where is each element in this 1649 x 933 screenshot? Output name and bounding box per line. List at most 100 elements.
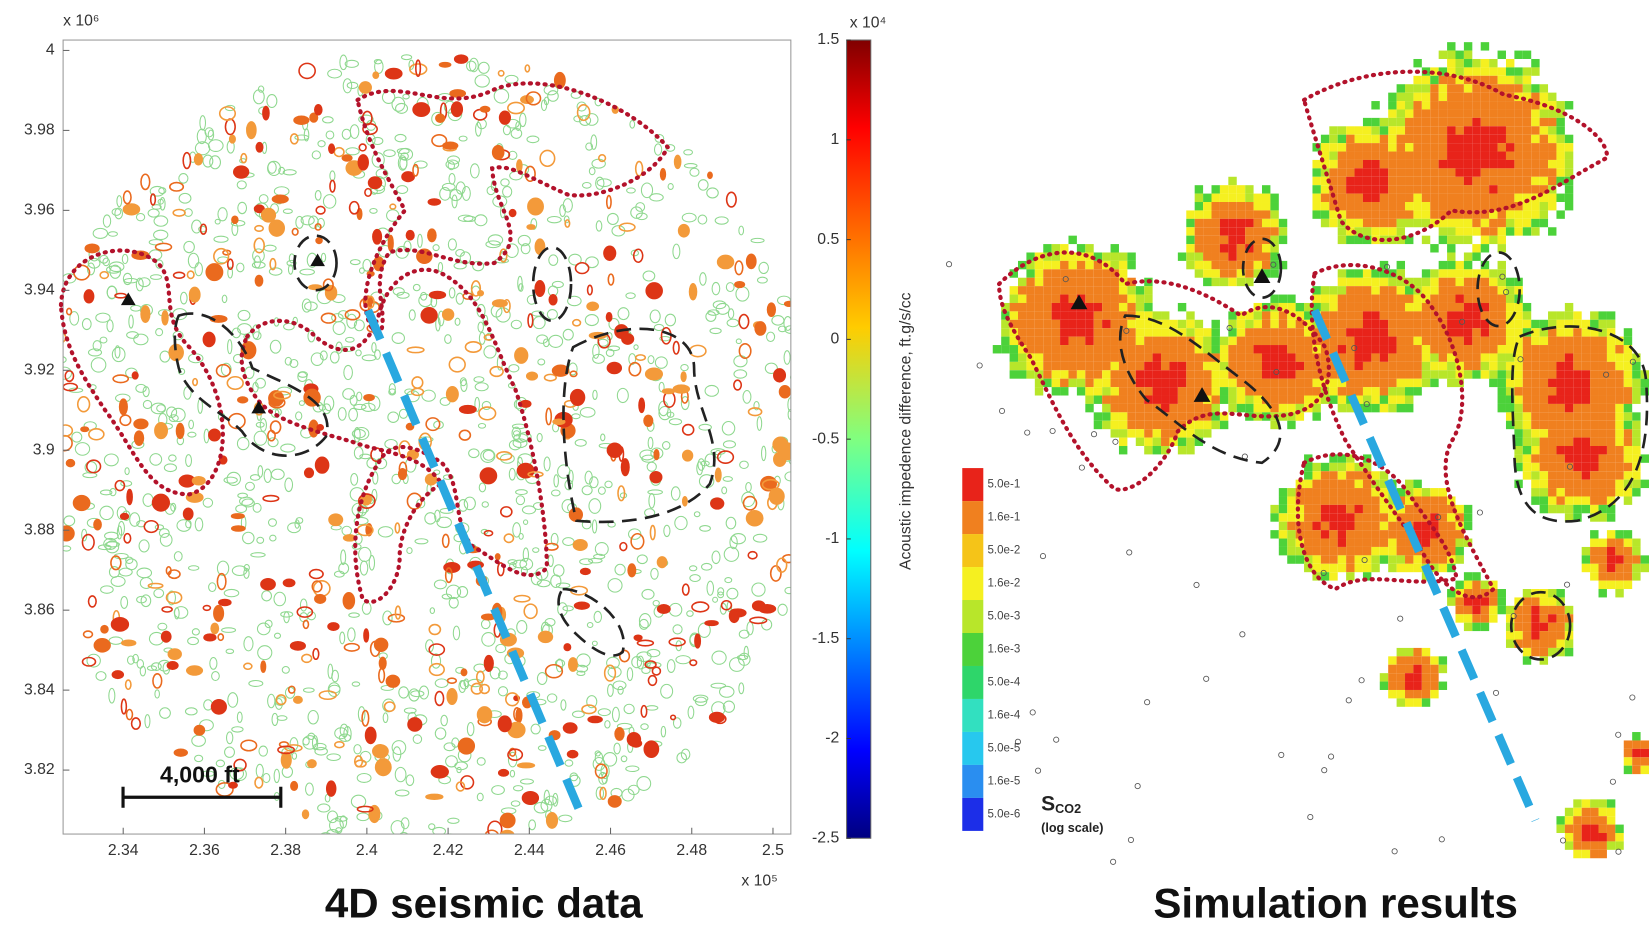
- cell: [1413, 160, 1421, 168]
- cell: [1540, 337, 1548, 345]
- anomaly: [134, 419, 148, 428]
- contour: [810, 538, 819, 543]
- contour: [727, 588, 738, 599]
- anomaly: [681, 372, 686, 381]
- cell: [1237, 387, 1245, 395]
- cell: [1498, 311, 1506, 319]
- anomaly: [121, 699, 126, 714]
- anomaly: [573, 320, 581, 326]
- cell: [1237, 345, 1245, 353]
- cell: [1514, 160, 1522, 168]
- anomaly: [373, 745, 388, 758]
- cell: [1321, 135, 1329, 143]
- cell: [1599, 850, 1607, 858]
- cell: [1119, 429, 1127, 437]
- cell: [1245, 185, 1253, 193]
- contour: [723, 441, 735, 448]
- grid-point: [1398, 616, 1403, 621]
- cell: [1481, 269, 1489, 277]
- cell: [1380, 547, 1388, 555]
- cell: [1565, 816, 1573, 824]
- cell: [1136, 345, 1144, 353]
- anomaly: [458, 738, 474, 754]
- anomaly: [315, 105, 322, 115]
- cell: [1447, 84, 1455, 92]
- cell: [1321, 480, 1329, 488]
- cell: [1590, 547, 1598, 555]
- cell: [1430, 76, 1438, 84]
- cell: [1346, 168, 1354, 176]
- anomaly: [498, 716, 511, 731]
- cell: [1388, 126, 1396, 134]
- cell: [1338, 194, 1346, 202]
- cell: [1565, 412, 1573, 420]
- cell: [1102, 353, 1110, 361]
- cell: [1085, 396, 1093, 404]
- cell: [1212, 337, 1220, 345]
- cell: [1489, 219, 1497, 227]
- cell: [1464, 118, 1472, 126]
- contour: [338, 408, 346, 421]
- cell: [1388, 387, 1396, 395]
- anomaly: [671, 715, 676, 719]
- cell: [1413, 219, 1421, 227]
- contour: [343, 389, 355, 400]
- cell: [1615, 488, 1623, 496]
- cell: [1439, 101, 1447, 109]
- cell: [1439, 505, 1447, 513]
- contour: [315, 191, 321, 201]
- cell: [1355, 278, 1363, 286]
- cell: [1422, 656, 1430, 664]
- cell: [1590, 412, 1598, 420]
- cell: [1523, 143, 1531, 151]
- cell: [1043, 345, 1051, 353]
- contour: [326, 131, 334, 139]
- x-multiplier: x 10⁵: [741, 873, 777, 890]
- cell: [1346, 496, 1354, 504]
- cell: [1489, 177, 1497, 185]
- anomaly: [321, 313, 335, 323]
- cell: [1506, 126, 1514, 134]
- cell: [1321, 219, 1329, 227]
- contour: [643, 271, 655, 281]
- cell: [1270, 320, 1278, 328]
- cell: [1035, 295, 1043, 303]
- contour: [283, 170, 296, 175]
- cell: [1018, 311, 1026, 319]
- cell: [1169, 404, 1177, 412]
- cell: [1119, 412, 1127, 420]
- cell: [1178, 353, 1186, 361]
- cell: [1068, 353, 1076, 361]
- cell: [1077, 311, 1085, 319]
- cell: [1430, 690, 1438, 698]
- cell: [1548, 421, 1556, 429]
- contour: [256, 764, 263, 777]
- cell: [1430, 84, 1438, 92]
- cell: [1355, 471, 1363, 479]
- cell: [1094, 337, 1102, 345]
- contour: [612, 707, 619, 722]
- contour: [209, 140, 224, 152]
- cell: [1338, 530, 1346, 538]
- cell: [1338, 286, 1346, 294]
- cell: [1371, 471, 1379, 479]
- cell: [1464, 252, 1472, 260]
- cell: [1279, 236, 1287, 244]
- cell: [1565, 387, 1573, 395]
- cell: [1068, 311, 1076, 319]
- cell: [1220, 278, 1228, 286]
- cell: [1312, 168, 1320, 176]
- cell: [1363, 311, 1371, 319]
- anomaly: [795, 540, 812, 545]
- contour: [435, 679, 448, 688]
- anomaly: [527, 372, 538, 380]
- cell: [1321, 572, 1329, 580]
- anomaly: [690, 660, 697, 665]
- anomaly: [308, 760, 316, 768]
- cell: [1338, 236, 1346, 244]
- contour: [800, 311, 805, 325]
- cell: [1590, 530, 1598, 538]
- cell: [1413, 202, 1421, 210]
- grid-point: [1439, 837, 1444, 842]
- cell: [1531, 480, 1539, 488]
